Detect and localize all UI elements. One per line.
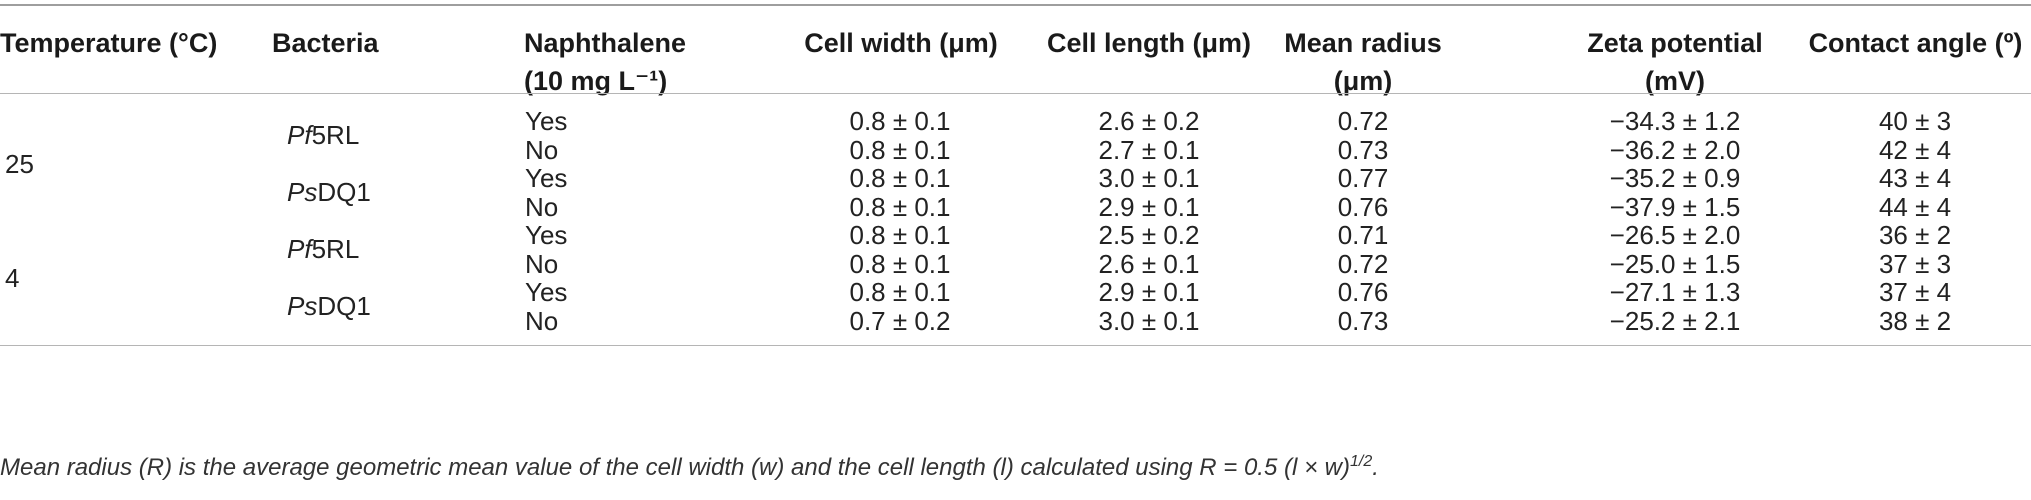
- bacteria-strain: 5RL: [311, 234, 360, 264]
- header-cell-length: Cell length (μm): [1046, 28, 1252, 58]
- header-zeta-potential: Zeta potential (mV): [1535, 24, 1815, 100]
- footnote-end: .: [1372, 454, 1379, 481]
- mean-radius-value: 0.72: [1337, 248, 1389, 279]
- mean-radius-value: 0.76: [1337, 277, 1389, 307]
- cell-length-value: 2.6 ± 0.1: [1098, 248, 1200, 279]
- naphthalene-cell: No: [525, 134, 559, 165]
- cell-width-value: 0.8 ± 0.1: [849, 106, 951, 136]
- bacteria-genus-abbrev: Ps: [287, 177, 318, 207]
- header-temperature: Temperature (°C): [0, 28, 218, 58]
- mean-radius-value: 0.73: [1337, 305, 1389, 336]
- zeta-potential-value: −36.2 ± 2.0: [1609, 134, 1741, 165]
- naphthalene-cell: Yes: [525, 163, 568, 193]
- header-naphthalene-line1: Naphthalene: [524, 28, 687, 58]
- cell-width-value: 0.7 ± 0.2: [849, 305, 951, 336]
- contact-angle-value: 37 ± 3: [1878, 248, 1952, 279]
- contact-angle-value: 38 ± 2: [1878, 305, 1952, 336]
- bacteria-strain: DQ1: [317, 291, 371, 321]
- cell-width-value: 0.8 ± 0.1: [849, 191, 951, 222]
- header-bacteria: Bacteria: [272, 28, 379, 58]
- naphthalene-cell: Yes: [525, 106, 568, 136]
- header-zeta-line2: (mV): [1645, 66, 1705, 96]
- footnote-superscript: 1/2: [1349, 453, 1373, 470]
- table-footnote: Mean radius (R) is the average geometric…: [0, 453, 1379, 482]
- header-cell-width: Cell width (μm): [804, 28, 998, 58]
- bacteria-cell: Pf5RL: [287, 230, 359, 268]
- cell-width-value: 0.8 ± 0.1: [849, 134, 951, 165]
- mean-radius-value: 0.77: [1337, 163, 1389, 193]
- cell-width-value: 0.8 ± 0.1: [849, 248, 951, 279]
- zeta-potential-value: −35.2 ± 0.9: [1609, 163, 1741, 193]
- header-contact-angle: Contact angle (º): [1808, 28, 2023, 58]
- cell-length-value: 3.0 ± 0.1: [1098, 305, 1200, 336]
- header-naphthalene-line2: (10 mg L⁻¹): [524, 66, 668, 96]
- zeta-potential-value: −34.3 ± 1.2: [1609, 106, 1741, 136]
- bacteria-genus-abbrev: Ps: [287, 291, 318, 321]
- cell-length-value: 2.7 ± 0.1: [1098, 134, 1200, 165]
- naphthalene-cell: No: [525, 191, 559, 222]
- mean-radius-value: 0.72: [1337, 106, 1389, 136]
- mean-radius-value: 0.73: [1337, 134, 1389, 165]
- contact-angle-value: 44 ± 4: [1878, 191, 1952, 222]
- cell-length-value: 2.9 ± 0.1: [1098, 277, 1200, 307]
- zeta-potential-value: −37.9 ± 1.5: [1609, 191, 1741, 222]
- mean-radius-value: 0.76: [1337, 191, 1389, 222]
- bacteria-genus-abbrev: Pf: [287, 120, 312, 150]
- zeta-potential-value: −27.1 ± 1.3: [1609, 277, 1741, 307]
- cell-length-value: 3.0 ± 0.1: [1098, 163, 1200, 193]
- zeta-potential-value: −25.0 ± 1.5: [1609, 248, 1741, 279]
- table-bottom-rule: [0, 345, 2031, 346]
- cell-length-value: 2.6 ± 0.2: [1098, 106, 1200, 136]
- contact-angle-value: 37 ± 4: [1878, 277, 1952, 307]
- contact-angle-value: 36 ± 2: [1878, 220, 1952, 250]
- bacteria-cell: PsDQ1: [287, 173, 371, 211]
- contact-angle-value: 43 ± 4: [1878, 163, 1952, 193]
- bacteria-genus-abbrev: Pf: [287, 234, 312, 264]
- mean-radius-value: 0.71: [1337, 220, 1389, 250]
- zeta-potential-value: −26.5 ± 2.0: [1609, 220, 1741, 250]
- cell-length-value: 2.9 ± 0.1: [1098, 191, 1200, 222]
- header-mean-radius-line2: (μm): [1333, 66, 1393, 96]
- contact-angle-value: 40 ± 3: [1878, 106, 1952, 136]
- cell-width-value: 0.8 ± 0.1: [849, 277, 951, 307]
- header-mean-radius: Mean radius (μm): [1243, 24, 1483, 100]
- contact-angle-value: 42 ± 4: [1878, 134, 1952, 165]
- bacteria-strain: 5RL: [311, 120, 360, 150]
- header-naphthalene: Naphthalene (10 mg L⁻¹): [524, 24, 784, 100]
- naphthalene-cell: No: [525, 305, 559, 336]
- naphthalene-cell: No: [525, 248, 559, 279]
- cell-width-value: 0.8 ± 0.1: [849, 220, 951, 250]
- bacteria-strain: DQ1: [317, 177, 371, 207]
- footnote-text: Mean radius (R) is the average geometric…: [0, 454, 1350, 481]
- naphthalene-cell: Yes: [525, 220, 568, 250]
- zeta-potential-value: −25.2 ± 2.1: [1609, 305, 1741, 336]
- bacteria-cell: Pf5RL: [287, 116, 359, 154]
- temperature-cell: 4: [5, 263, 20, 293]
- header-zeta-line1: Zeta potential: [1587, 28, 1763, 58]
- header-mean-radius-line1: Mean radius: [1284, 28, 1442, 58]
- bacteria-cell: PsDQ1: [287, 287, 371, 325]
- cell-width-value: 0.8 ± 0.1: [849, 163, 951, 193]
- cell-length-value: 2.5 ± 0.2: [1098, 220, 1200, 250]
- naphthalene-cell: Yes: [525, 277, 568, 307]
- table-top-rule: [0, 4, 2031, 6]
- header-bottom-rule: [0, 93, 2031, 94]
- temperature-cell: 25: [5, 149, 34, 179]
